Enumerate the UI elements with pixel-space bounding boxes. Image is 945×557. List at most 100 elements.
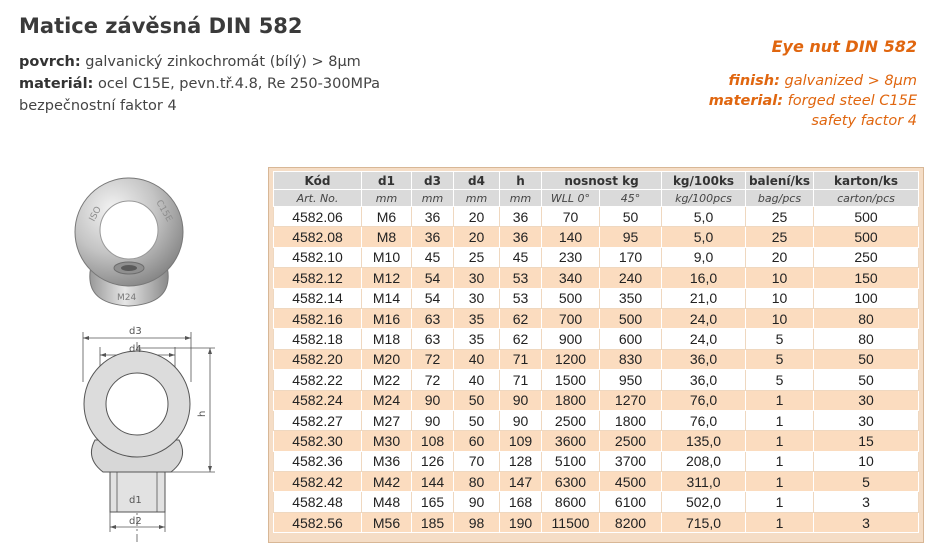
table-cell: 21,0 [661,287,746,309]
table-cell: 3 [813,491,919,513]
table-cell: M20 [361,348,412,371]
table-cell: 36 [499,205,542,228]
table-cell: M22 [361,369,412,391]
table-cell: 36 [499,226,542,248]
col-subheader-d3-unit: mm [411,189,454,207]
col-header-pack: balení/ks [745,171,814,190]
table-cell: 5 [745,328,814,350]
table-cell: 72 [411,348,454,371]
table-cell: 24,0 [661,307,746,330]
table-cell: 53 [499,287,542,309]
table-row: 4582.22 M22 72 40 71 1500 950 36,0 5 50 [273,369,919,391]
table-cell: 50 [453,389,500,411]
table-cell: 10 [813,450,919,473]
table-cell: 250 [813,246,919,269]
table-row: 4582.18 M18 63 35 62 900 600 24,0 5 80 [273,328,919,350]
table-cell: 4582.06 [273,205,362,228]
col-header-carton: karton/ks [813,171,919,190]
table-cell: 62 [499,328,542,350]
table-cell: 45 [499,246,542,269]
table-cell: 715,0 [661,511,746,534]
table-row: 4582.08 M8 36 20 36 140 95 5,0 25 500 [273,226,919,248]
col-subheader-wll-0: WLL 0° [541,189,600,207]
table-cell: 1500 [541,369,600,391]
table-cell: 4582.10 [273,246,362,269]
col-header-d4: d4 [453,171,500,190]
table-cell: 165 [411,491,454,513]
table-cell: 10 [745,267,814,289]
col-header-code: Kód [273,171,362,190]
table-cell: 53 [499,267,542,289]
table-cell: 63 [411,307,454,330]
table-cell: 6100 [599,491,662,513]
table-cell: 4582.48 [273,491,362,513]
table-cell: 3 [813,511,919,534]
table-cell: 1 [745,409,814,432]
page-title: Matice závěsná DIN 582 [19,14,303,38]
product-table-frame: Kód d1 d3 d4 h nosnost kg kg/100ks balení/ks kar… [268,167,924,543]
table-cell: 1 [745,471,814,493]
table-cell: 1 [745,511,814,534]
table-cell: 147 [499,471,542,493]
col-header-wll: nosnost kg [541,171,662,190]
table-cell: 20 [745,246,814,269]
table-cell: M16 [361,307,412,330]
table-cell: 36,0 [661,348,746,371]
table-cell: 40 [453,348,500,371]
table-cell: 1270 [599,389,662,411]
specs-english: Eye nut DIN 582 finish: galvanized > 8μm… [709,37,917,131]
table-cell: 50 [813,348,919,371]
table-cell: 100 [813,287,919,309]
table-cell: 4582.27 [273,409,362,432]
surface-line: povrch: galvanický zinkochromát (bílý) >… [19,51,380,73]
table-cell: 54 [411,267,454,289]
dim-d2: d2 [129,516,142,527]
table-cell: 11500 [541,511,600,534]
table-cell: 25 [453,246,500,269]
table-cell: 10 [745,307,814,330]
finish-line: finish: galvanized > 8μm [709,71,917,91]
table-cell: 2500 [541,409,600,432]
table-cell: 5 [745,348,814,371]
table-cell: 71 [499,348,542,371]
photo-mark-bottom: M24 [117,293,136,303]
table-cell: 502,0 [661,491,746,513]
table-cell: 4582.20 [273,348,362,371]
col-subheader-carton-unit: carton/pcs [813,189,919,207]
table-cell: 4500 [599,471,662,493]
table-cell: 30 [813,409,919,432]
table-cell: M27 [361,409,412,432]
table-cell: 5,0 [661,205,746,228]
surface-label: povrch: [19,54,81,70]
table-row: 4582.14 M14 54 30 53 500 350 21,0 10 100 [273,287,919,309]
col-header-d3: d3 [411,171,454,190]
table-cell: 108 [411,430,454,452]
table-cell: M12 [361,267,412,289]
table-row: 4582.30 M30 108 60 109 3600 2500 135,0 1 15 [273,430,919,452]
table-cell: 54 [411,287,454,309]
col-subheader-h-unit: mm [499,189,542,207]
table-cell: 35 [453,328,500,350]
table-cell: 5 [813,471,919,493]
col-header-weight: kg/100ks [661,171,746,190]
table-row: 4582.20 M20 72 40 71 1200 830 36,0 5 50 [273,348,919,371]
table-cell: 15 [813,430,919,452]
product-table: Kód d1 d3 d4 h nosnost kg kg/100ks balení/ks kar… [273,171,919,534]
table-row: 4582.12 M12 54 30 53 340 240 16,0 10 150 [273,267,919,289]
table-cell: M36 [361,450,412,473]
table-cell: 340 [541,267,600,289]
table-cell: 71 [499,369,542,391]
dim-d3: d3 [129,326,142,337]
table-cell: 36,0 [661,369,746,391]
table-cell: 40 [453,369,500,391]
table-cell: 90 [411,409,454,432]
table-cell: 1200 [541,348,600,371]
table-cell: 36 [411,205,454,228]
col-subheader-wll-45: 45° [599,189,662,207]
finish-label: finish: [728,73,780,89]
table-cell: 5,0 [661,226,746,248]
table-cell: 63 [411,328,454,350]
table-row: 4582.27 M27 90 50 90 2500 1800 76,0 1 30 [273,409,919,432]
table-cell: 170 [599,246,662,269]
table-cell: 1800 [541,389,600,411]
